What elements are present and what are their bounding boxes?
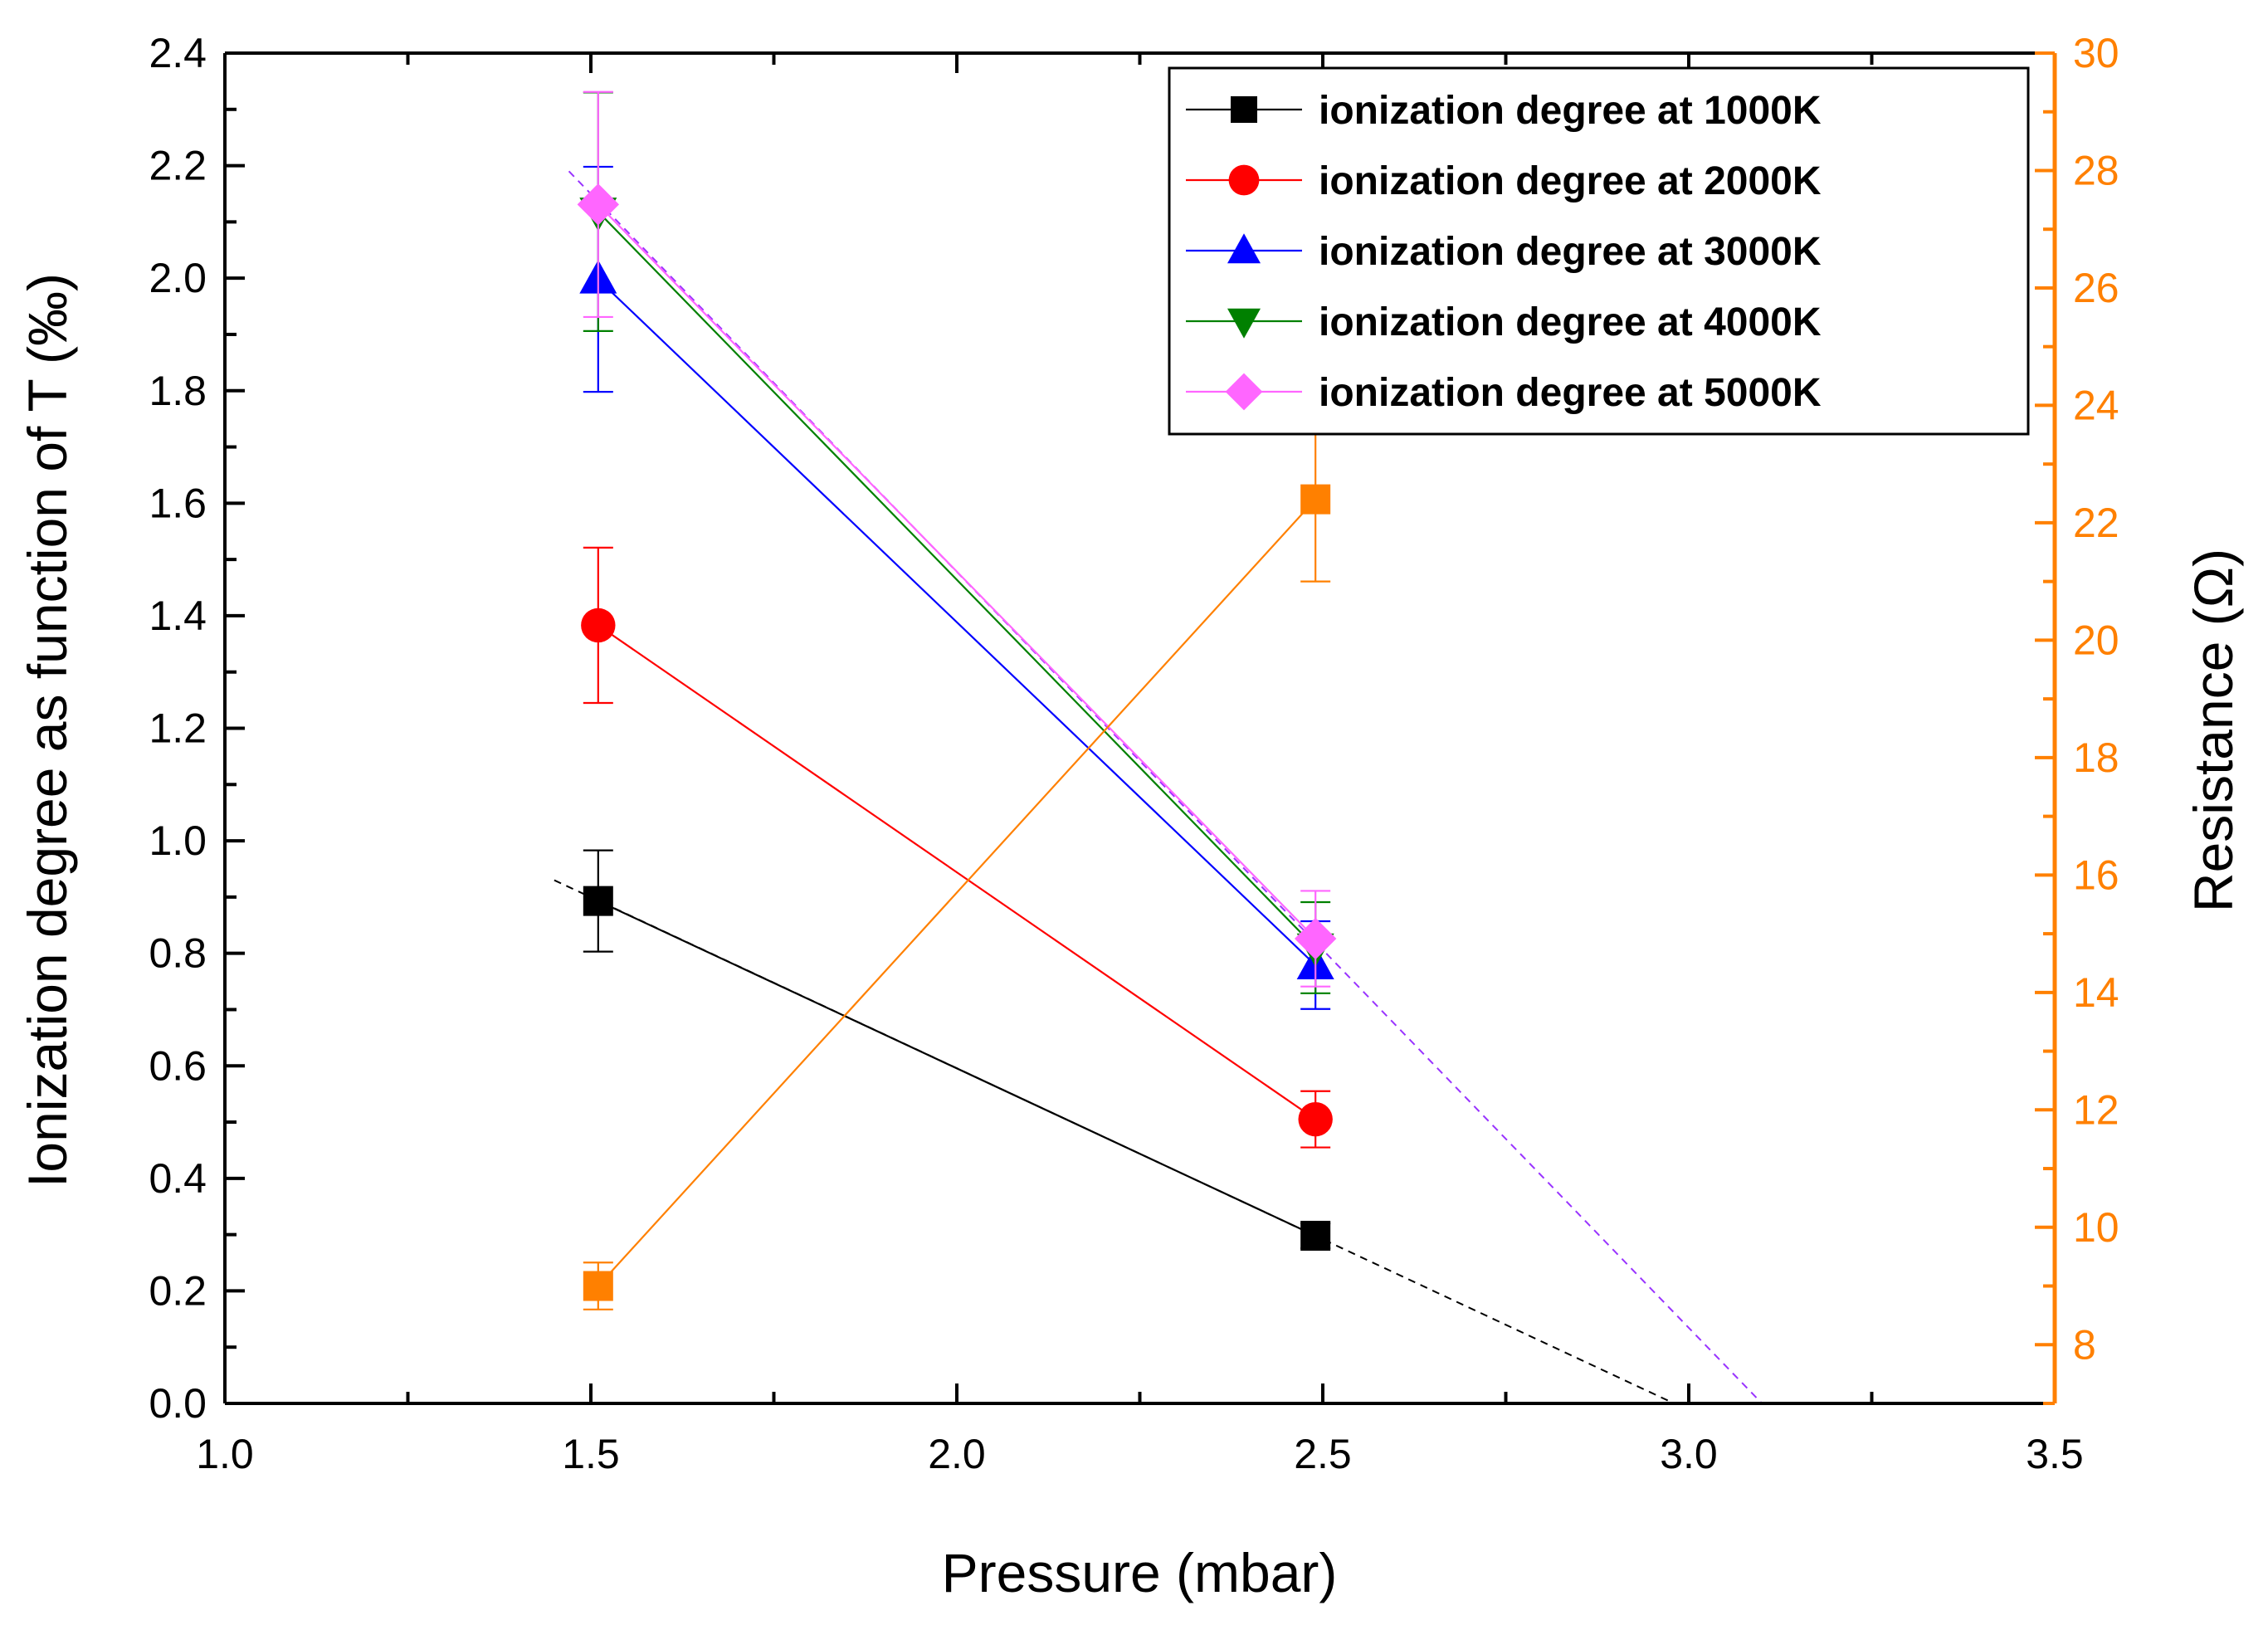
legend-marker [1227, 308, 1261, 339]
series-line [597, 211, 1316, 949]
data-point [1300, 1220, 1331, 1251]
y-tick-label: 0.4 [149, 1155, 207, 1202]
legend-item: ionization degree at 2000K [1186, 159, 1822, 203]
legend-label: ionization degree at 4000K [1319, 300, 1822, 344]
y-tick-label: 0.6 [149, 1042, 207, 1089]
x-tick-label: 3.0 [1660, 1431, 1718, 1477]
legend-label: ionization degree at 3000K [1319, 230, 1822, 274]
legend-marker [1227, 233, 1261, 264]
y2-axis-title: Resistance (Ω) [2183, 549, 2244, 912]
data-point [583, 886, 613, 916]
y-tick-label: 1.8 [149, 368, 207, 414]
y2-tick-label: 18 [2073, 734, 2119, 781]
series-ionization-degree-at-1000k [583, 849, 1331, 1251]
legend-marker [1225, 373, 1263, 411]
y-tick-label: 0.2 [149, 1267, 207, 1314]
y2-tick-label: 8 [2073, 1321, 2096, 1368]
data-point [581, 608, 616, 643]
legend-label: ionization degree at 1000K [1319, 89, 1822, 133]
x-axis: 1.0 1.5 2.0 2.5 3.0 3.5 [196, 51, 2084, 1477]
data-point [577, 183, 620, 226]
series-line [597, 624, 1316, 1120]
legend-box [1168, 66, 2030, 436]
data-point [1294, 917, 1337, 960]
y2-tick-label: 20 [2073, 617, 2119, 663]
y-tick-label: 2.2 [149, 143, 207, 189]
y-tick-label: 2.0 [149, 255, 207, 301]
series-line [597, 498, 1316, 1287]
x-tick-label: 2.0 [928, 1431, 986, 1477]
series-line [597, 900, 1316, 1237]
legend-item: ionization degree at 5000K [1186, 371, 1822, 415]
y-axis-title: Ionization degree as function of T (‰) [17, 273, 78, 1188]
legend-item: ionization degree at 4000K [1186, 300, 1822, 344]
series-ionization-degree-at-2000k [581, 546, 1333, 1149]
y2-tick-label: 22 [2073, 500, 2119, 546]
legend-marker [1231, 96, 1257, 123]
y2-tick-label: 12 [2073, 1086, 2119, 1133]
y2-tick-label: 10 [2073, 1204, 2119, 1251]
y-tick-label: 1.2 [149, 705, 207, 752]
y2-tick-label: 14 [2073, 969, 2119, 1016]
legend-marker [1228, 164, 1260, 196]
x-tick-label: 1.5 [562, 1431, 620, 1477]
plot-area [554, 90, 1763, 1403]
y-axis-left: 0.0 0.2 0.4 0.6 0.8 1.0 1.2 1.4 1.6 1.8 2.0 2.2 2.4 [149, 30, 245, 1427]
x-tick-label: 2.5 [1294, 1431, 1352, 1477]
series-line [597, 203, 1316, 939]
y2-tick-label: 24 [2073, 382, 2119, 428]
legend-label: ionization degree at 2000K [1319, 159, 1822, 203]
fit-line [568, 170, 1763, 1403]
legend-item: ionization degree at 3000K [1186, 230, 1822, 274]
series-ionization-degree-at-5000k [577, 90, 1337, 988]
legend: ionization degree at 1000K ionization deg… [1168, 66, 2030, 436]
y2-tick-label: 26 [2073, 265, 2119, 311]
y-tick-label: 1.4 [149, 593, 207, 639]
series-line [597, 278, 1316, 966]
legend-label: ionization degree at 5000K [1319, 371, 1822, 415]
plot-clip-group [554, 90, 1763, 1403]
y-tick-label: 1.6 [149, 480, 207, 526]
y2-tick-label: 16 [2073, 852, 2119, 898]
y2-tick-label: 30 [2073, 30, 2119, 76]
data-point [583, 1271, 613, 1301]
x-tick-label: 1.0 [196, 1431, 254, 1477]
data-point [1300, 484, 1331, 515]
y-tick-label: 2.4 [149, 30, 207, 76]
y-tick-label: 0.8 [149, 930, 207, 977]
y-tick-label: 1.0 [149, 817, 207, 864]
legend-item: ionization degree at 1000K [1186, 89, 1822, 133]
y-axis-right: 8 10 12 14 16 18 20 22 24 26 28 30 [2035, 30, 2119, 1405]
y-tick-label: 0.0 [149, 1380, 207, 1427]
series-resistance [583, 416, 1331, 1310]
x-tick-label: 3.5 [2026, 1431, 2084, 1477]
data-point [1298, 1101, 1333, 1137]
x-axis-title: Pressure (mbar) [942, 1542, 1338, 1603]
y2-tick-label: 28 [2073, 147, 2119, 193]
